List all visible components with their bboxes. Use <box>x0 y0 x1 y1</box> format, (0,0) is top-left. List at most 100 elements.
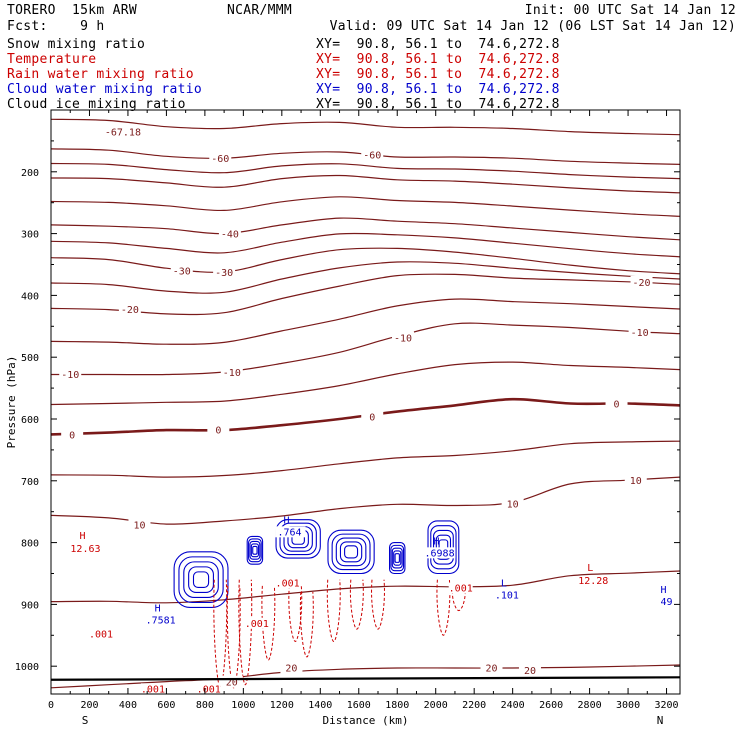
x-tick-label-800: 800 <box>196 700 214 711</box>
rain-water-contour <box>238 579 253 686</box>
rain-water-contour <box>326 579 341 642</box>
cloud-water-contour <box>394 553 400 563</box>
cloud-water-contour <box>344 545 359 559</box>
y-tick-label-200: 200 <box>21 168 39 179</box>
isotherm-label--30-1: -30 <box>215 268 233 279</box>
legend-rain-xy: XY= 90.8, 56.1 to 74.6,272.8 <box>316 67 560 82</box>
isotherm--50 <box>50 174 681 194</box>
isotherm-label-10-0: 10 <box>630 476 642 487</box>
y-tick-label-900: 900 <box>21 600 39 611</box>
terrain-line <box>50 676 681 681</box>
cloud-water-contour <box>250 543 259 558</box>
cloud-water-contour <box>183 561 219 599</box>
cloud-water-contour <box>275 519 321 559</box>
x-tick-label-2600: 2600 <box>539 700 563 711</box>
x-tick-label-1000: 1000 <box>231 700 255 711</box>
isotherm-label-20-0: 20 <box>285 663 297 674</box>
x-tick-label-1200: 1200 <box>270 700 294 711</box>
y-tick-label-300: 300 <box>21 230 39 241</box>
isotherm-20 <box>50 664 681 689</box>
isotherm-intermediate <box>50 361 681 406</box>
valid-time: Valid: 09 UTC Sat 14 Jan 12 (06 LST Sat … <box>329 19 736 34</box>
y-tick-label-500: 500 <box>21 353 39 364</box>
cloud-extremum-mark-2: L <box>501 578 507 589</box>
y-tick-label-600: 600 <box>21 415 39 426</box>
cloud-extremum-value-4: 49 <box>661 597 673 608</box>
legend-snow-label: Snow mixing ratio <box>7 37 146 52</box>
isotherm-label--60-1: -60 <box>363 150 381 161</box>
cloud-water-contour <box>393 550 402 566</box>
cloud-extremum-value-1: .6988 <box>425 548 455 559</box>
x-tick-label-1800: 1800 <box>385 700 409 711</box>
rain-water-contour <box>226 585 241 689</box>
isotherm-label-20-1: 20 <box>485 663 497 674</box>
isotherm-label-20-3: 20 <box>226 678 238 689</box>
rain-water-contour <box>288 585 303 642</box>
isotherm-label--10-3: -10 <box>631 328 649 339</box>
cloud-water-contour <box>435 534 452 560</box>
isotherm--20 <box>50 273 681 316</box>
rain-water-contour <box>436 579 451 636</box>
x-tick-label-600: 600 <box>157 700 175 711</box>
isotherm-intermediate <box>50 440 681 478</box>
isotherm-label--60-0: -60 <box>211 154 229 165</box>
x-tick-label-200: 200 <box>80 700 98 711</box>
y-tick-label-800: 800 <box>21 539 39 550</box>
legend-cloud-ice-xy: XY= 90.8, 56.1 to 74.6,272.8 <box>316 97 560 112</box>
cloud-extremum-mark-0: H <box>284 515 290 526</box>
cloud-water-contour <box>249 540 261 560</box>
rain-label-5: .001 <box>197 684 221 695</box>
temp-extremum-value-1: 12.28 <box>578 576 608 587</box>
rain-water-contour <box>261 585 276 661</box>
legend-cloud-water-xy: XY= 90.8, 56.1 to 74.6,272.8 <box>316 82 560 97</box>
cloud-water-contour <box>248 538 262 563</box>
cloud-water-contour <box>335 537 367 567</box>
legend-temperature-xy: XY= 90.8, 56.1 to 74.6,272.8 <box>316 52 560 67</box>
isotherm-label--20-1: -20 <box>632 278 650 289</box>
isotherm-label--10-2: -10 <box>394 333 412 344</box>
rain-water-contour <box>371 579 385 630</box>
cloud-water-contour <box>178 556 224 604</box>
x-tick-label-1600: 1600 <box>347 700 371 711</box>
center-name: NCAR/MMM <box>227 3 293 18</box>
cloud-water-contour <box>188 566 214 594</box>
plot-frame <box>50 109 681 695</box>
cloud-extremum-value-3: .7581 <box>146 616 176 627</box>
min-temperature-label: -67.18 <box>105 127 141 138</box>
rain-label-0: .001 <box>276 579 300 590</box>
south-label: S <box>82 714 89 727</box>
x-tick-label-1400: 1400 <box>308 700 332 711</box>
cloud-extremum-value-0: .764 <box>277 527 301 538</box>
init-time: Init: 00 UTC Sat 14 Jan 12 <box>524 3 736 18</box>
cloud-water-contour <box>427 520 460 575</box>
rain-label-3: .001 <box>89 629 113 640</box>
isotherm-10 <box>50 476 681 525</box>
isotherm-label-20-2: 20 <box>524 666 536 677</box>
isotherm-label-0-2: 0 <box>369 413 375 424</box>
legend-cloud-ice-label: Cloud ice mixing ratio <box>7 97 186 112</box>
isotherm-label--20-0: -20 <box>121 305 139 316</box>
cloud-water-contour <box>252 545 258 555</box>
rain-water-contour <box>451 585 466 612</box>
legend-rain-label: Rain water mixing ratio <box>7 67 194 82</box>
rain-label-2: .001 <box>245 619 269 630</box>
cloud-water-contour <box>388 542 406 575</box>
isotherm-intermediate <box>50 261 681 294</box>
cloud-extremum-mark-1: H <box>434 536 440 547</box>
rain-water-contour <box>299 592 314 658</box>
y-tick-label-700: 700 <box>21 477 39 488</box>
isotherm-label-10-1: 10 <box>507 500 519 511</box>
isotherm-intermediate <box>50 162 681 180</box>
x-tick-label-400: 400 <box>119 700 137 711</box>
cloud-water-contour <box>391 547 403 569</box>
cloud-extremum-mark-3: H <box>155 604 161 615</box>
x-tick-label-2000: 2000 <box>424 700 448 711</box>
isotherm-label-0-3: 0 <box>614 400 620 411</box>
isotherm-label-0-0: 0 <box>69 430 75 441</box>
x-tick-label-3200: 3200 <box>654 700 678 711</box>
isotherm-top <box>50 118 681 136</box>
y-tick-label-400: 400 <box>21 291 39 302</box>
cloud-water-contour <box>327 529 375 575</box>
cloud-water-contour <box>246 535 264 565</box>
